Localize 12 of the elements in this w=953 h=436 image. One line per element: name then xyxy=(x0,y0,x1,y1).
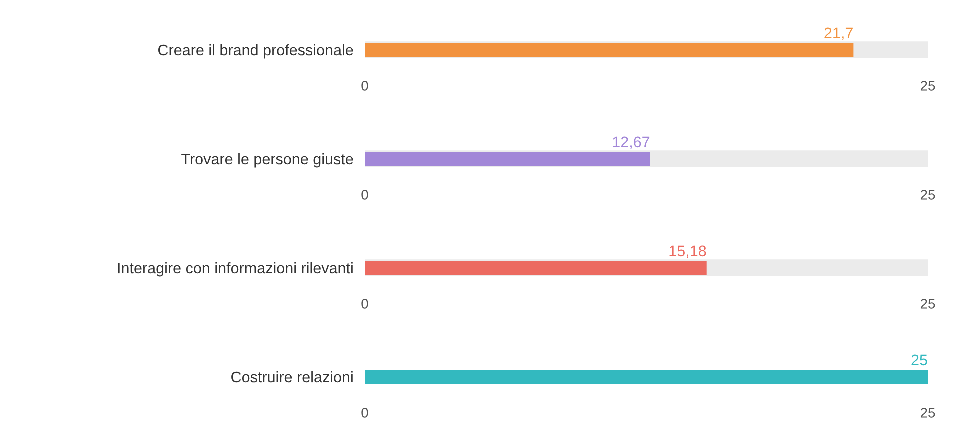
y-tick-label: Creare il brand professionale xyxy=(158,44,354,59)
x-tick-label: 0 xyxy=(362,408,368,418)
data-label: 12,67 xyxy=(613,136,650,150)
x-tick-label: 0 xyxy=(362,190,368,200)
y-tick-label: Interagire con informazioni rilevanti xyxy=(118,262,353,277)
x-tick-label: 0 xyxy=(362,81,368,91)
data-label: 25 xyxy=(912,354,928,366)
y-tick-label: Costruire relazioni xyxy=(232,371,353,383)
x-tick-label: 0 xyxy=(362,299,368,309)
y-tick-label: Trovare le persone giuste xyxy=(182,153,354,168)
data-label: 21,7 xyxy=(824,28,853,40)
data-label: 15,18 xyxy=(670,246,706,258)
